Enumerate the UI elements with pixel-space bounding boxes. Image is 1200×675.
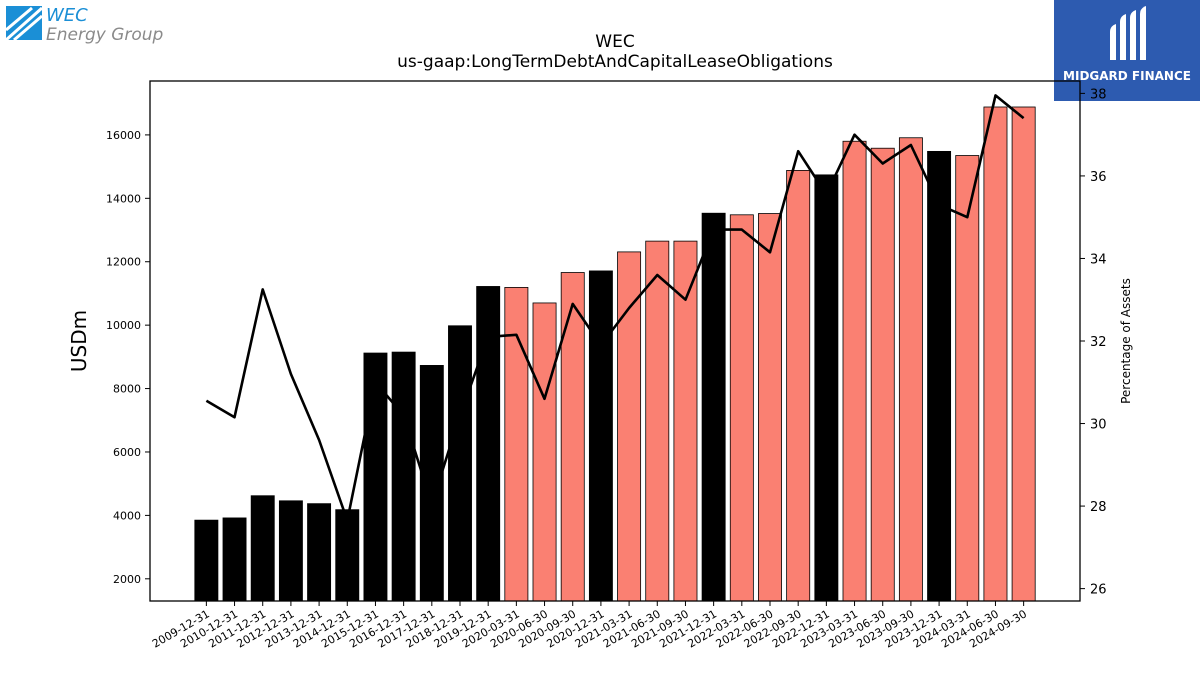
y2-tick-label: 32 <box>1090 335 1107 350</box>
bar <box>645 240 670 602</box>
bar <box>448 325 472 602</box>
midgard-logo-icon <box>1110 6 1146 60</box>
bar <box>532 302 557 602</box>
bar <box>250 495 275 602</box>
wec-logo-name: WEC <box>46 5 88 26</box>
chart-title: WEC <box>595 32 635 52</box>
bar <box>307 503 332 602</box>
bar <box>955 155 980 602</box>
bar <box>814 174 839 602</box>
bar <box>870 147 895 602</box>
bar <box>335 509 360 602</box>
bar <box>898 137 923 602</box>
y-tick-label: 12000 <box>106 256 141 269</box>
y-tick-label: 2000 <box>113 573 141 586</box>
y2-tick-label: 26 <box>1090 583 1107 598</box>
y2-tick-label: 34 <box>1090 252 1107 267</box>
wec-logo-subname: Energy Group <box>46 25 164 45</box>
y-tick-label: 10000 <box>106 319 141 332</box>
bar <box>673 240 698 602</box>
percentage-line <box>205 94 1025 522</box>
bar <box>758 213 782 602</box>
y2-tick-label: 30 <box>1090 418 1107 433</box>
bar <box>588 270 613 602</box>
y-axis-label: USDm <box>67 310 91 372</box>
bar <box>842 140 867 602</box>
bar <box>617 251 642 602</box>
midgard-logo-label: MIDGARD FINANCE <box>1063 69 1191 83</box>
bar <box>983 106 1008 602</box>
bar <box>476 286 501 602</box>
bar <box>419 365 444 602</box>
bar <box>786 170 811 602</box>
midgard-finance-logo: MIDGARD FINANCE <box>1054 0 1200 101</box>
wec-logo-icon <box>5 6 43 42</box>
y-tick-label: 6000 <box>113 446 141 459</box>
bar <box>222 517 247 602</box>
wec-logo <box>5 6 166 46</box>
y2-tick-label: 36 <box>1090 170 1107 185</box>
y2-tick-label: 38 <box>1090 87 1107 102</box>
bar <box>927 150 952 602</box>
y2-axis-label: Percentage of Assets <box>1119 278 1133 404</box>
y-tick-label: 8000 <box>113 383 141 396</box>
y-tick-label: 14000 <box>106 192 141 205</box>
bar <box>278 500 303 602</box>
y2-tick-label: 28 <box>1090 500 1107 515</box>
bar <box>701 212 726 602</box>
bar <box>560 272 585 602</box>
chart-subtitle: us-gaap:LongTermDebtAndCapitalLeaseOblig… <box>397 52 833 72</box>
y-tick-label: 16000 <box>106 129 141 142</box>
y-tick-label: 4000 <box>113 509 141 522</box>
bar <box>729 214 754 602</box>
bar <box>391 351 416 602</box>
bar <box>194 519 219 602</box>
bar <box>1011 106 1036 602</box>
